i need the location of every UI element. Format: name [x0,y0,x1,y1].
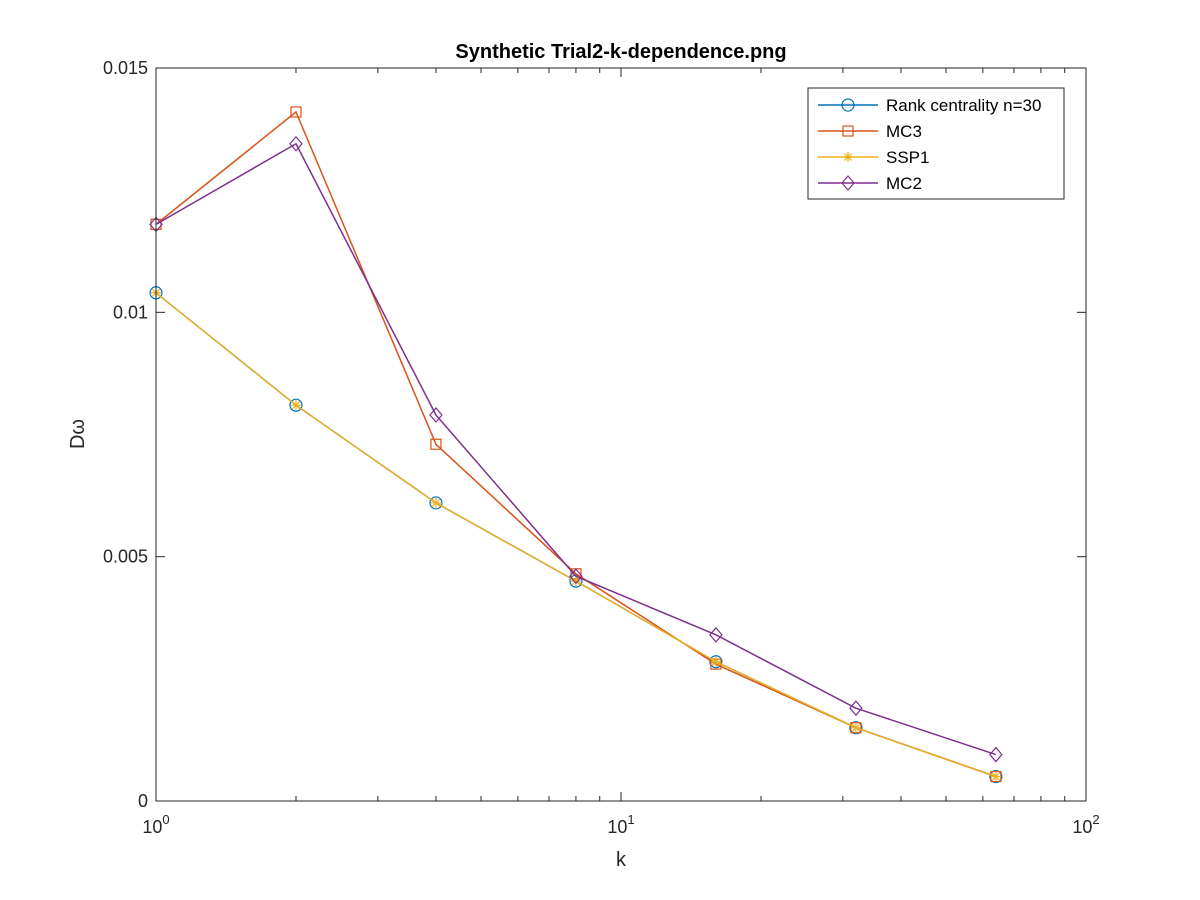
x-tick-label-exponent: 1 [627,812,634,827]
data-point-marker [430,438,442,450]
axes-box [155,67,1087,802]
data-point-marker [430,497,441,508]
x-axis-ticks: 100 101 102 [142,68,1100,837]
data-point-marker [989,769,1003,784]
legend-label: Rank centrality n=30 [886,96,1041,115]
series-3 [149,135,1003,763]
legend-marker [841,175,855,191]
x-tick-label-base: 10 [142,817,162,837]
legend-entry: SSP1 [818,148,929,167]
legend-label: SSP1 [886,148,929,167]
x-tick-label-base: 10 [607,817,627,837]
legend-entry: MC3 [818,122,922,141]
x-tick-label: 100 [142,812,169,837]
x-tick-label-exponent: 0 [162,812,169,827]
legend: Rank centrality n=30 MC3 SSP1 MC2 [807,87,1065,200]
x-axis-label: k [616,849,627,871]
y-tick-label: 0.01 [113,302,148,322]
legend-label: MC2 [886,174,922,193]
legend-label: MC3 [886,122,922,141]
data-point-marker [569,568,583,585]
data-point-marker [850,722,861,733]
legend-marker [843,152,853,162]
legend-entries: Rank centrality n=30 MC3 SSP1 MC2 [818,96,1041,193]
y-tick-label: 0.005 [103,547,148,567]
data-point-marker [570,576,581,587]
data-point-marker [710,656,721,667]
data-point-marker [290,106,302,118]
y-axis-label: Dω [67,419,89,449]
data-point-marker [429,496,443,510]
data-point-marker [290,400,301,411]
data-point-marker [709,655,723,669]
data-point-marker [990,771,1001,782]
legend-marker [842,125,854,137]
legend-box [807,87,1065,200]
x-tick-label-exponent: 2 [1092,812,1099,827]
legend-entry: Rank centrality n=30 [818,96,1041,115]
x-tick-label: 102 [1072,812,1099,837]
data-point-marker [289,135,303,152]
data-point-marker [849,700,863,717]
legend-marker [841,98,855,112]
data-point-marker [989,746,1003,763]
data-point-marker [289,398,303,412]
x-tick-label-base: 10 [1072,817,1092,837]
data-point-marker [709,626,723,643]
data-point-marker [849,721,863,735]
legend-entry: MC2 [818,174,922,193]
y-tick-label: 0 [138,791,148,811]
y-tick-label: 0.015 [103,58,148,78]
series-line [155,142,997,756]
x-tick-label: 101 [607,812,634,837]
data-point-marker [429,407,443,423]
chart-title: Synthetic Trial2-k-dependence.png [455,41,786,63]
series-2 [151,287,1001,782]
series-layer [149,106,1003,784]
